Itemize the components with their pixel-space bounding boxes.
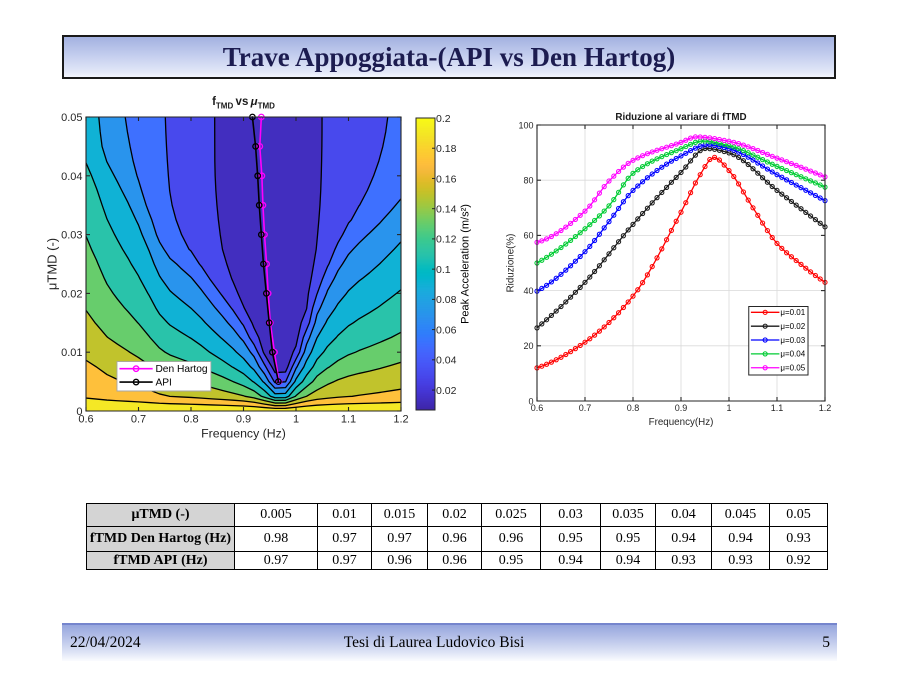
svg-text:0.7: 0.7 xyxy=(579,403,592,413)
svg-text:0.06: 0.06 xyxy=(436,324,457,336)
svg-text:1.1: 1.1 xyxy=(771,403,784,413)
svg-text:0: 0 xyxy=(76,406,82,418)
svg-text:0.6: 0.6 xyxy=(78,413,93,425)
svg-text:1.2: 1.2 xyxy=(819,403,832,413)
svg-text:0.18: 0.18 xyxy=(436,143,457,155)
svg-text:0.2: 0.2 xyxy=(436,113,451,125)
svg-text:0: 0 xyxy=(528,396,533,406)
svg-text:Frequency(Hz): Frequency(Hz) xyxy=(649,417,714,428)
svg-text:Riduzione(%): Riduzione(%) xyxy=(505,234,516,293)
svg-text:40: 40 xyxy=(523,286,533,296)
svg-text:1.2: 1.2 xyxy=(393,413,408,425)
svg-text:0.02: 0.02 xyxy=(61,288,82,300)
svg-text:0.04: 0.04 xyxy=(61,171,82,183)
svg-text:80: 80 xyxy=(523,175,533,185)
svg-text:1: 1 xyxy=(293,413,299,425)
svg-text:0.8: 0.8 xyxy=(183,413,198,425)
svg-text:Peak Acceleration (m/s²): Peak Acceleration (m/s²) xyxy=(460,204,472,324)
svg-text:μ=0.04: μ=0.04 xyxy=(780,350,805,359)
svg-text:0.6: 0.6 xyxy=(531,403,544,413)
svg-text:1.1: 1.1 xyxy=(341,413,356,425)
svg-text:0.12: 0.12 xyxy=(436,234,457,246)
svg-text:0.16: 0.16 xyxy=(436,173,457,185)
svg-text:0.01: 0.01 xyxy=(61,347,82,359)
svg-text:μTMD (-): μTMD (-) xyxy=(44,238,59,290)
svg-text:Frequency (Hz): Frequency (Hz) xyxy=(201,427,286,441)
svg-text:0.05: 0.05 xyxy=(61,112,82,124)
svg-text:0.7: 0.7 xyxy=(131,413,146,425)
svg-text:μ=0.01: μ=0.01 xyxy=(780,308,805,317)
svg-text:μ=0.03: μ=0.03 xyxy=(780,336,805,345)
svg-text:0.1: 0.1 xyxy=(436,264,451,276)
svg-text:μ=0.02: μ=0.02 xyxy=(780,322,805,331)
svg-text:60: 60 xyxy=(523,231,533,241)
svg-text:0.14: 0.14 xyxy=(436,203,457,215)
svg-text:0.9: 0.9 xyxy=(675,403,688,413)
svg-text:0.8: 0.8 xyxy=(627,403,640,413)
svg-text:0.08: 0.08 xyxy=(436,294,457,306)
svg-text:API: API xyxy=(155,378,171,389)
svg-text:Riduzione al variare di fTMD: Riduzione al variare di fTMD xyxy=(615,112,746,123)
svg-text:Den Hartog: Den Hartog xyxy=(155,364,207,375)
svg-text:0.04: 0.04 xyxy=(436,355,457,367)
svg-text:100: 100 xyxy=(518,120,533,130)
svg-text:0.9: 0.9 xyxy=(236,413,251,425)
svg-text:1: 1 xyxy=(726,403,731,413)
svg-text:0.02: 0.02 xyxy=(436,385,457,397)
svg-text:μ=0.05: μ=0.05 xyxy=(780,364,805,373)
svg-text:20: 20 xyxy=(523,341,533,351)
svg-text:0.03: 0.03 xyxy=(61,230,82,242)
